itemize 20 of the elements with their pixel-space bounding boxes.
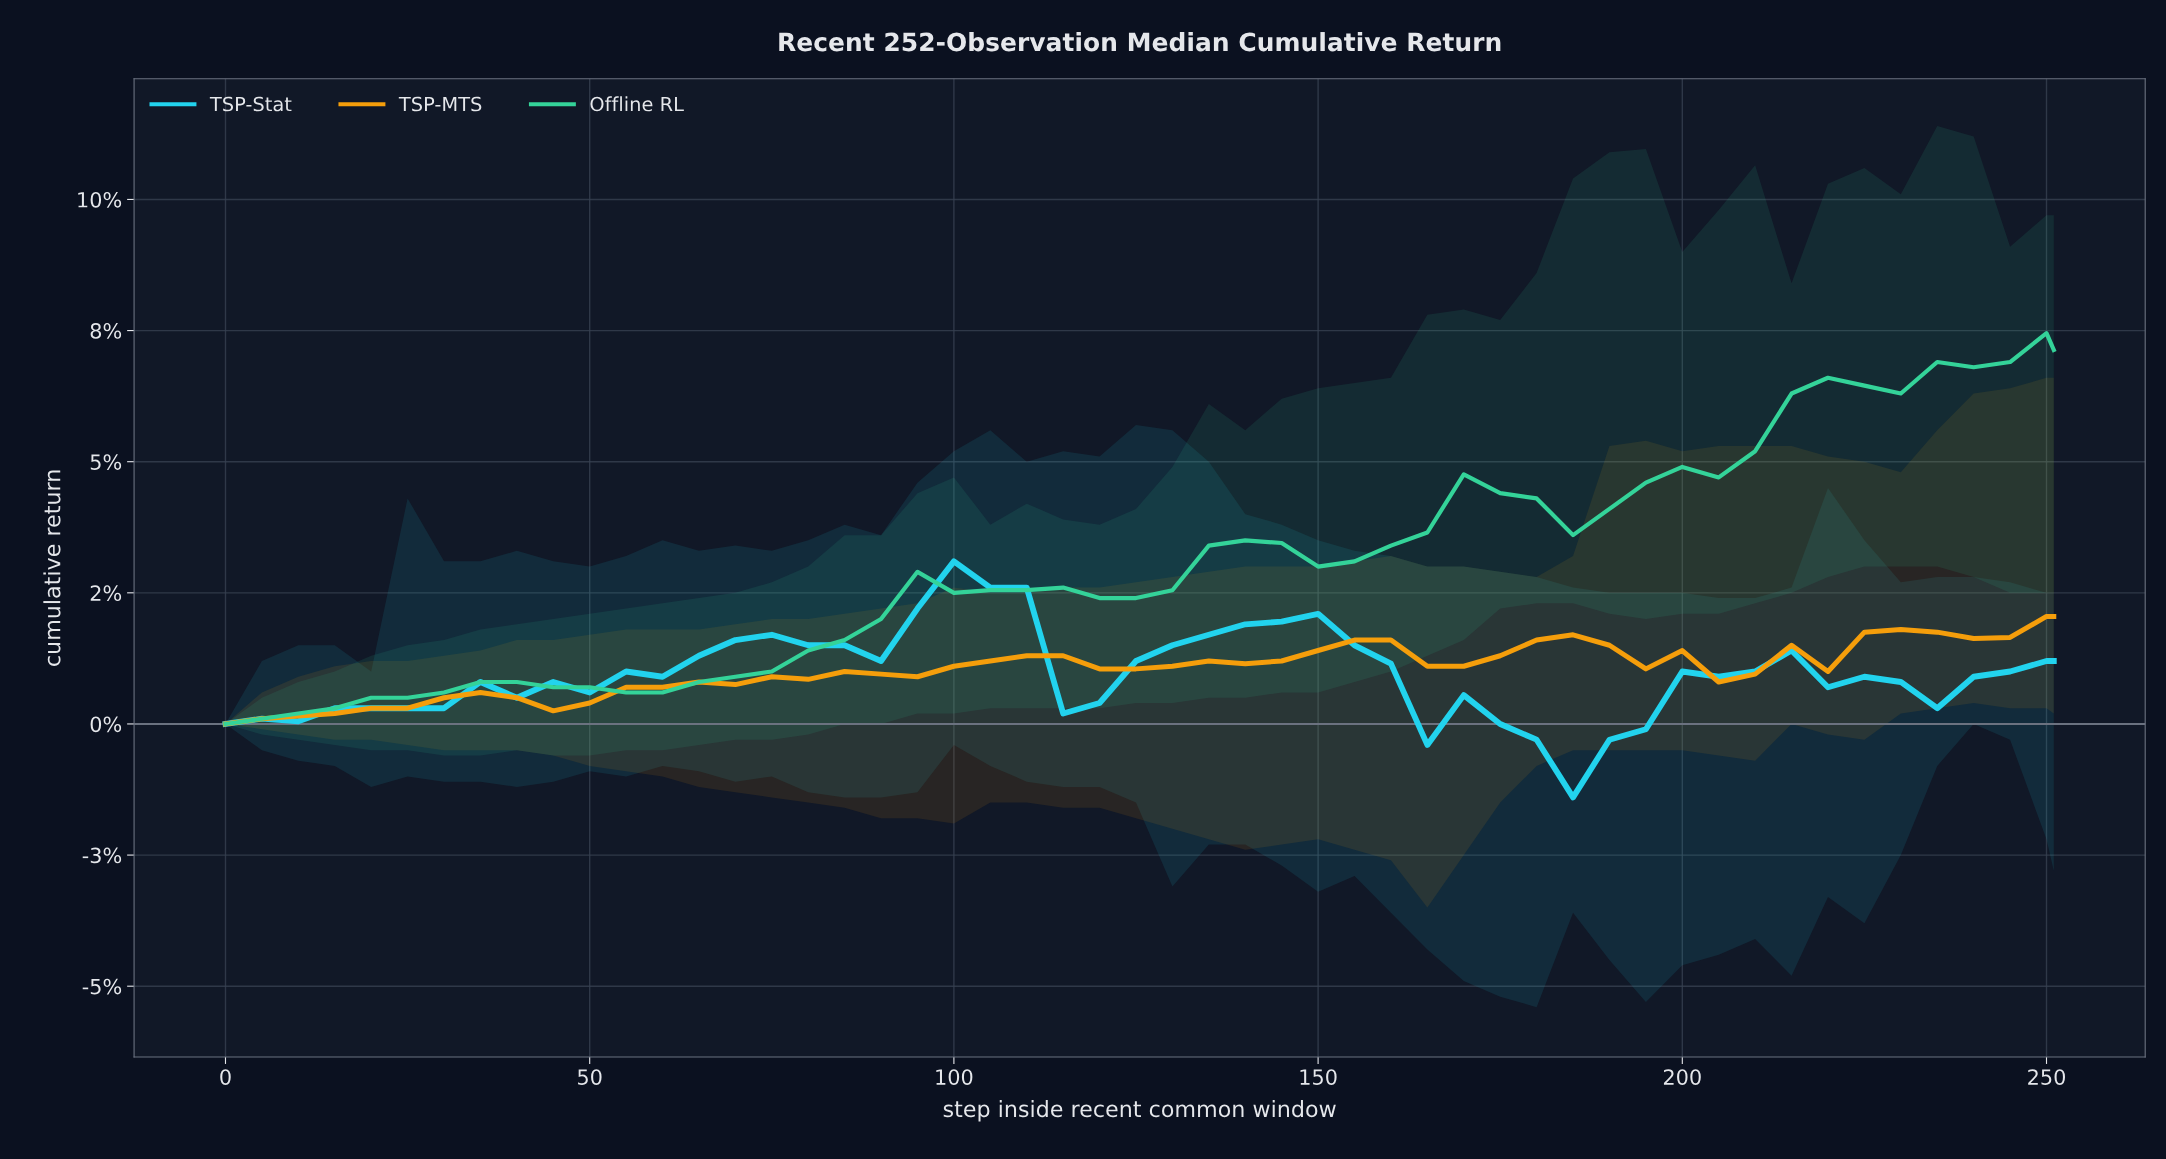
y-axis-title: cumulative return	[43, 470, 61, 666]
x-tick-label: 0	[220, 1069, 231, 1085]
y-tick-label: 2%	[90, 585, 122, 602]
legend-label: Offline RL	[590, 96, 684, 112]
x-tick-label: 50	[578, 1069, 602, 1085]
x-tick-label: 150	[1300, 1069, 1337, 1085]
legend-label: TSP-Stat	[209, 96, 292, 112]
y-tick-label: -5%	[82, 978, 122, 995]
chart-title: Recent 252-Observation Median Cumulative Return	[779, 32, 1501, 52]
line-series	[223, 331, 2056, 727]
y-tick-label: 8%	[90, 323, 122, 339]
y-tick-label: -3%	[82, 847, 122, 864]
x-tick-label: 200	[1663, 1069, 1701, 1085]
y-tick-label: 10%	[78, 191, 122, 208]
x-tick-label: 100	[936, 1069, 973, 1085]
x-tick-label: 250	[2028, 1069, 2066, 1085]
legend-label: TSP-MTS	[398, 96, 482, 112]
y-tick-label: 0%	[90, 716, 122, 733]
x-axis-title: step inside recent common window	[943, 1100, 1336, 1122]
y-tick-label: 5%	[90, 454, 122, 470]
